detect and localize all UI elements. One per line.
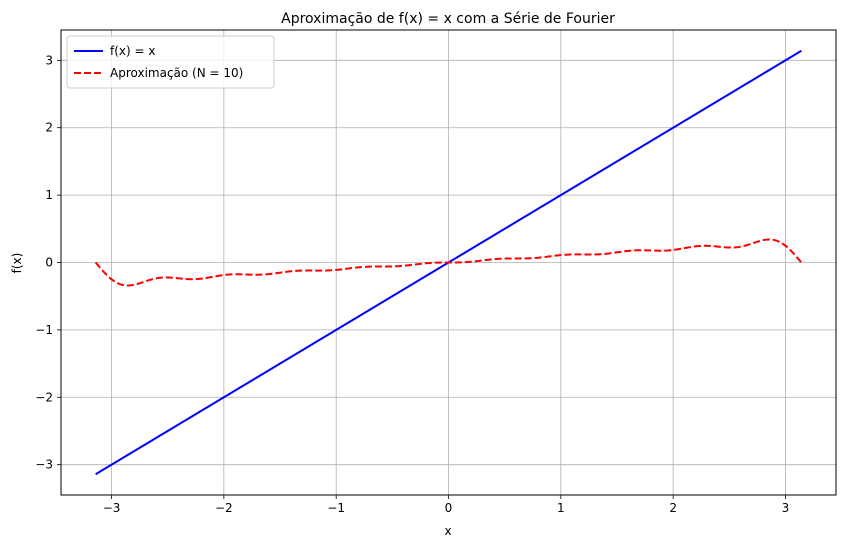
y-tick-label: 1 [45,188,53,202]
y-tick-label: −2 [35,390,53,404]
x-tick-label: 3 [782,501,790,515]
y-tick-label: −1 [35,323,53,337]
series-layer [94,49,803,476]
legend-label-identity: f(x) = x [110,44,155,58]
x-axis-label: x [444,524,451,538]
y-axis-label: f(x) [10,253,24,274]
x-tick-label: 1 [557,501,565,515]
y-tick-label: 2 [45,121,53,135]
y-tick-label: 0 [45,256,53,270]
y-tick-label: 3 [45,53,53,67]
chart-title: Aproximação de f(x) = x com a Série de F… [281,11,615,27]
x-tick-label: 2 [669,501,677,515]
x-tick-label: −1 [327,501,345,515]
legend-label-approximation: Aproximação (N = 10) [110,66,243,80]
legend: f(x) = x Aproximação (N = 10) [66,35,275,89]
legend-box [66,35,275,89]
x-tick-label: 0 [445,501,453,515]
y-tick-label: −3 [35,458,53,472]
x-tick-label: −3 [103,501,121,515]
x-tick-label: −2 [215,501,233,515]
x-axis: −3 −2 −1 0 1 2 3 [103,495,790,515]
y-axis: −3 −2 −1 0 1 2 3 [35,53,61,472]
series-line-fourier-sawtooth [94,238,803,287]
